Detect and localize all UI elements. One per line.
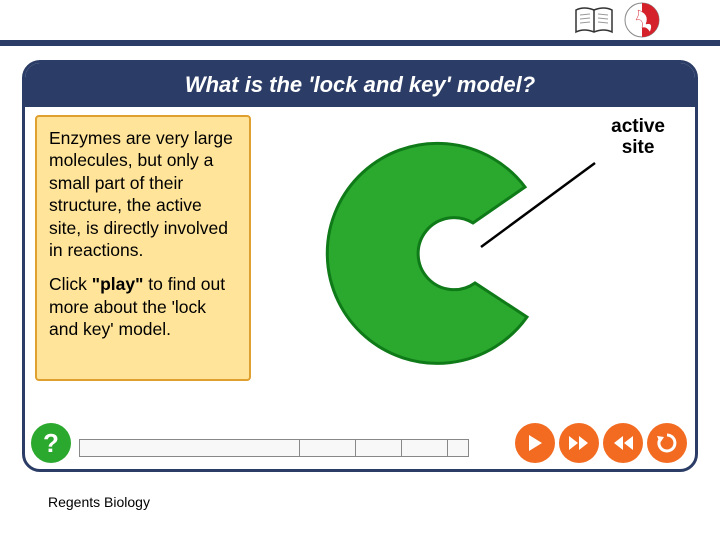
header-icons [572, 0, 664, 40]
player-controls [515, 423, 687, 463]
progress-cell [79, 439, 299, 457]
progress-bar [79, 439, 469, 457]
play-button[interactable] [515, 423, 555, 463]
restart-button[interactable] [647, 423, 687, 463]
active-site-label: active site [611, 117, 665, 159]
header-divider [0, 40, 720, 46]
lesson-panel: What is the 'lock and key' model? Enzyme… [22, 60, 698, 472]
footer-text: Regents Biology [48, 494, 150, 510]
progress-cell [299, 439, 355, 457]
book-icon[interactable] [572, 0, 616, 40]
enzyme-shape [327, 143, 527, 363]
info-para-2: Click "play" to find out more about the … [49, 273, 237, 340]
rewind-button[interactable] [603, 423, 643, 463]
flash-icon[interactable] [620, 0, 664, 40]
progress-cell [355, 439, 401, 457]
info-box: Enzymes are very large molecules, but on… [35, 115, 251, 381]
help-button[interactable]: ? [31, 423, 71, 463]
fast-forward-button[interactable] [559, 423, 599, 463]
progress-cell [447, 439, 469, 457]
lesson-content: Enzymes are very large molecules, but on… [25, 107, 695, 469]
enzyme-diagram: active site [265, 107, 685, 407]
info-para-1: Enzymes are very large molecules, but on… [49, 127, 237, 261]
progress-cell [401, 439, 447, 457]
lesson-title: What is the 'lock and key' model? [25, 63, 695, 107]
